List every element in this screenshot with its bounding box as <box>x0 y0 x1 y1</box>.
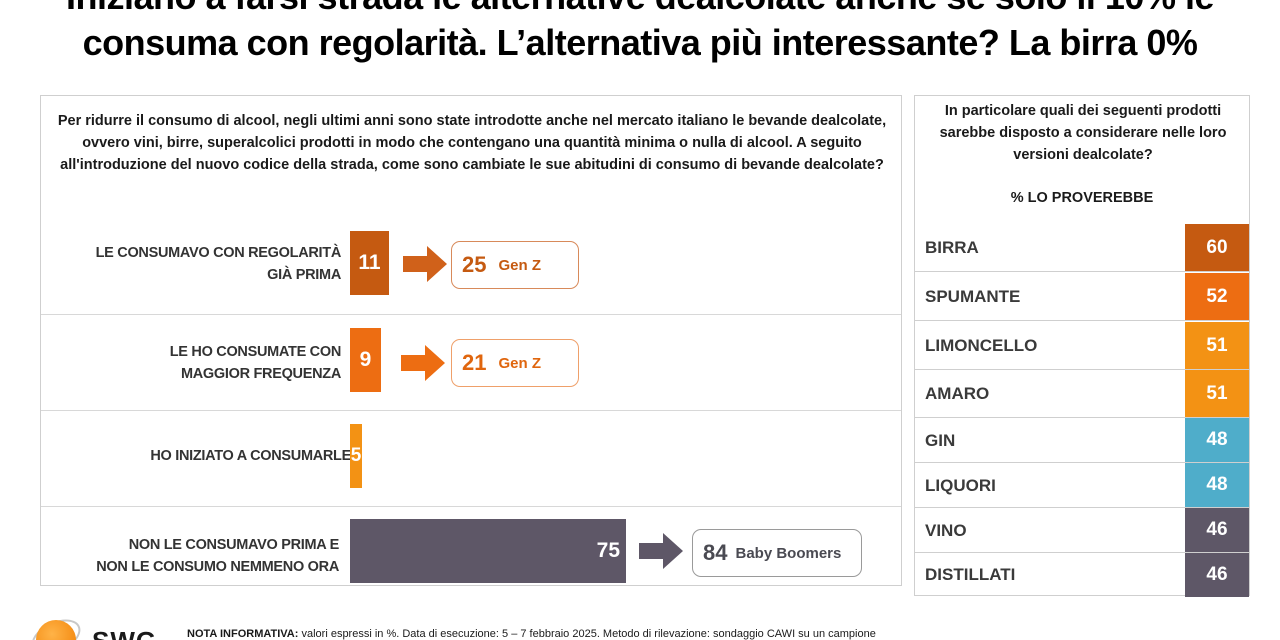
highlight-value: 25 <box>462 252 487 277</box>
product-label: LIQUORI <box>925 476 996 495</box>
product-label: GIN <box>925 431 956 450</box>
bar-value: 9 <box>359 348 372 371</box>
product-value: 60 <box>1185 224 1249 271</box>
bar: 5 <box>350 424 362 488</box>
row-label-line: MAGGIOR FREQUENZA <box>180 366 341 382</box>
product-row: BIRRA 60 <box>915 224 1249 272</box>
footer-note: NOTA INFORMATIVA: valori espressi in %. … <box>187 628 876 640</box>
habits-chart-panel: Per ridurre il consumo di alcool, negli … <box>40 95 902 586</box>
note-label: NOTA INFORMATIVA: <box>187 628 299 640</box>
product-row: AMARO 51 <box>915 370 1249 418</box>
highlight-group: Gen Z <box>498 354 541 372</box>
product-value: 52 <box>1185 273 1249 320</box>
row-label-line: NON LE CONSUMAVO PRIMA E <box>128 537 340 553</box>
highlight-value: 84 <box>703 540 728 565</box>
products-header: % LO PROVEREBBE <box>1010 190 1154 206</box>
highlight-value: 21 <box>462 350 487 375</box>
product-label: LIMONCELLO <box>925 336 1038 355</box>
row-label: LE CONSUMAVO CON REGOLARITÀ GIÀ PRIMA <box>95 242 342 286</box>
product-label: BIRRA <box>925 238 979 257</box>
bar: 11 <box>350 231 389 295</box>
row-label: HO INIZIATO A CONSUMARLE <box>150 445 351 467</box>
product-row: SPUMANTE 52 <box>915 273 1249 321</box>
bar: 9 <box>350 328 381 392</box>
chart-row: LE CONSUMAVO CON REGOLARITÀ GIÀ PRIMA 11… <box>41 218 901 314</box>
product-row: DISTILLATI 46 <box>915 553 1249 597</box>
page-title: Iniziano a farsi strada le alternative d… <box>0 0 1280 66</box>
highlight-group: Baby Boomers <box>735 544 842 562</box>
row-label-line: LE CONSUMAVO CON REGOLARITÀ <box>95 245 342 261</box>
product-row: LIMONCELLO 51 <box>915 322 1249 370</box>
row-label: LE HO CONSUMATE CON MAGGIOR FREQUENZA <box>169 341 342 385</box>
bar-value: 11 <box>358 251 381 274</box>
product-value: 51 <box>1185 322 1249 369</box>
arrow-right-icon <box>639 533 683 569</box>
bar: 75 <box>350 519 626 583</box>
title-line-1: Iniziano a farsi strada le alternative d… <box>0 0 1280 20</box>
highlight-group: Gen Z <box>498 256 541 274</box>
product-value: 46 <box>1185 508 1249 552</box>
row-label-line: HO INIZIATO A CONSUMARLE <box>150 448 351 464</box>
note-text: valori espressi in %. Data di esecuzione… <box>298 628 876 640</box>
gen-z-highlight: 25 Gen Z <box>451 241 579 289</box>
chart-row: NON LE CONSUMAVO PRIMA E NON LE CONSUMO … <box>41 506 901 586</box>
row-label-line: LE HO CONSUMATE CON <box>169 344 342 360</box>
product-row: VINO 46 <box>915 508 1249 553</box>
chart-row: LE HO CONSUMATE CON MAGGIOR FREQUENZA 9 … <box>41 314 901 410</box>
bar-value: 75 <box>596 539 620 562</box>
product-label: VINO <box>925 521 967 540</box>
title-line-2: consuma con regolarità. L’alternativa pi… <box>82 22 1198 63</box>
product-row: LIQUORI 48 <box>915 463 1249 508</box>
product-label: AMARO <box>925 384 990 403</box>
row-label-line: NON LE CONSUMO NEMMENO ORA <box>96 559 339 575</box>
product-value: 48 <box>1185 463 1249 507</box>
bar-value: 5 <box>350 445 362 466</box>
products-panel: In particolare quali dei seguenti prodot… <box>914 95 1250 597</box>
product-value: 51 <box>1185 370 1249 417</box>
product-label: DISTILLATI <box>925 565 1016 584</box>
habits-question: Per ridurre il consumo di alcool, negli … <box>57 113 887 173</box>
baby-boomers-highlight: 84 Baby Boomers <box>692 529 862 577</box>
brand-name: SWG <box>92 626 157 640</box>
chart-row: HO INIZIATO A CONSUMARLE 5 <box>41 410 901 506</box>
row-label: NON LE CONSUMAVO PRIMA E NON LE CONSUMO … <box>96 534 339 578</box>
products-question: In particolare quali dei seguenti prodot… <box>939 103 1227 163</box>
swg-logo-icon <box>36 620 76 640</box>
row-label-line: GIÀ PRIMA <box>267 267 341 283</box>
gen-z-highlight: 21 Gen Z <box>451 339 579 387</box>
product-value: 48 <box>1185 418 1249 462</box>
product-row: GIN 48 <box>915 418 1249 463</box>
arrow-right-icon <box>401 345 445 381</box>
arrow-right-icon <box>403 246 447 282</box>
product-value: 46 <box>1185 553 1249 597</box>
product-label: SPUMANTE <box>925 287 1021 306</box>
